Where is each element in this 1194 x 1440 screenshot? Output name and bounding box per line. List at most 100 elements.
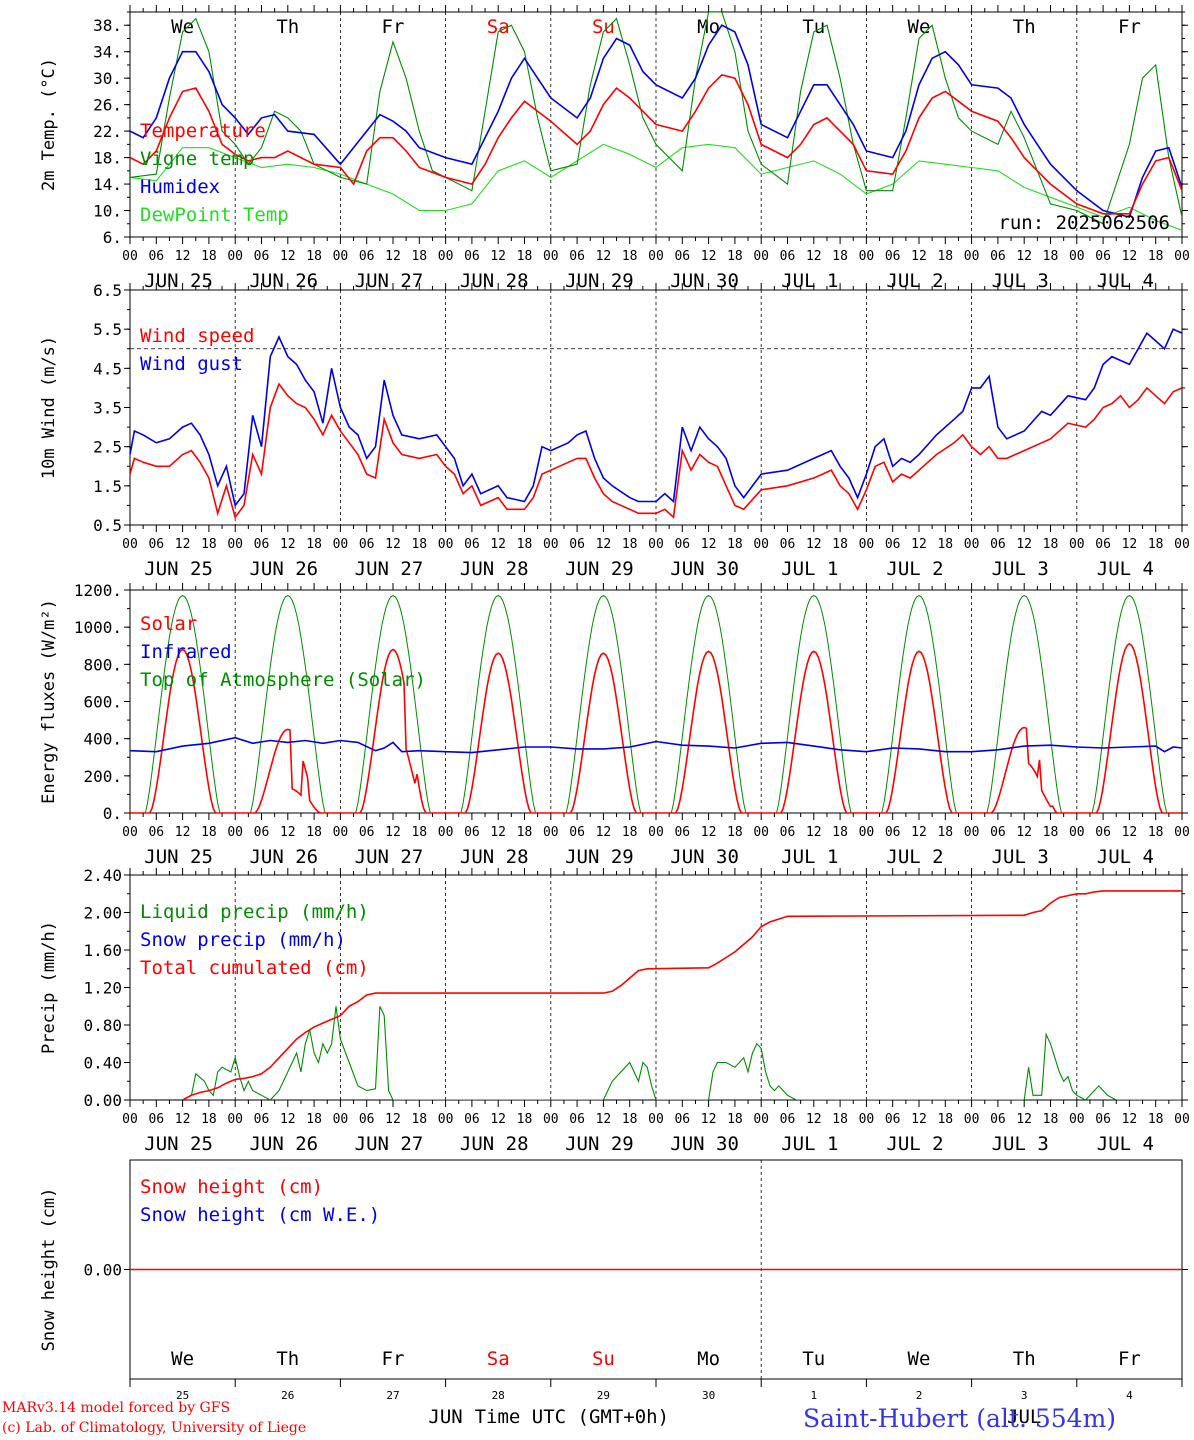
hour-label: 18 [937, 825, 953, 840]
series-temperature [130, 74, 1182, 215]
hour-label: 18 [306, 1112, 322, 1127]
hour-label: 00 [333, 1112, 349, 1127]
date-label: JUN 28 [460, 846, 529, 868]
hour-label: 06 [359, 537, 375, 552]
y-tick-label: 26. [93, 96, 122, 115]
hour-label: 12 [280, 537, 296, 552]
hour-label: 18 [411, 825, 427, 840]
hour-label: 06 [990, 249, 1006, 264]
hour-label: 18 [622, 249, 638, 264]
hour-label: 12 [1122, 1112, 1138, 1127]
y-tick-label: 600. [83, 693, 122, 712]
date-label: JUL 1 [781, 846, 838, 868]
series-total-cumulated-cm [130, 890, 1182, 1100]
date-label: JUN 28 [460, 558, 529, 580]
y-tick-label: 10. [93, 202, 122, 221]
hour-label: 06 [1095, 537, 1111, 552]
date-label: JUL 4 [1097, 846, 1154, 868]
hour-label: 00 [122, 537, 138, 552]
month-label: JUL [1007, 1406, 1041, 1428]
hour-label: 12 [1122, 825, 1138, 840]
hour-label: 12 [806, 825, 822, 840]
hour-label: 12 [701, 249, 717, 264]
hour-label: 06 [1095, 1112, 1111, 1127]
hour-label: 18 [201, 1112, 217, 1127]
plot-area [130, 595, 1182, 813]
y-tick-label: 800. [83, 655, 122, 674]
hour-label: 00 [964, 249, 980, 264]
hour-label: 18 [411, 1112, 427, 1127]
hour-label: 00 [543, 249, 559, 264]
y-tick-label: 400. [83, 730, 122, 749]
hour-label: 06 [148, 825, 164, 840]
hour-label: 12 [175, 1112, 191, 1127]
date-label: JUN 28 [460, 270, 529, 292]
hour-label: 00 [648, 537, 664, 552]
legend-entry: Wind speed [140, 325, 254, 347]
hour-label: 18 [727, 249, 743, 264]
date-label: JUL 1 [781, 558, 838, 580]
series-wind-speed [130, 382, 1182, 519]
solar-line [130, 642, 1182, 813]
hour-label: 00 [227, 825, 243, 840]
date-label: JUL 2 [886, 270, 943, 292]
day-number: 29 [597, 1389, 610, 1402]
hour-label: 18 [832, 1112, 848, 1127]
date-label: JUN 29 [565, 846, 634, 868]
legend-entry: Snow height (cm) [140, 1176, 323, 1198]
date-label: JUL 3 [992, 846, 1049, 868]
hour-label: 12 [175, 537, 191, 552]
hour-label: 06 [569, 249, 585, 264]
weekday-label: Tu [802, 16, 825, 38]
hour-label: 12 [490, 537, 506, 552]
hour-label: 00 [438, 825, 454, 840]
hour-label: 00 [1174, 249, 1190, 264]
hour-label: 12 [385, 1112, 401, 1127]
lab-credit: (c) Lab. of Climatology, University of L… [2, 1420, 307, 1436]
hour-label: 18 [517, 1112, 533, 1127]
legend-entry: Top of Atmosphere (Solar) [140, 669, 426, 691]
hour-label: 12 [1122, 249, 1138, 264]
date-label: JUN 26 [249, 558, 318, 580]
hour-label: 12 [175, 249, 191, 264]
date-label: JUL 3 [992, 270, 1049, 292]
hour-label: 06 [359, 249, 375, 264]
hour-label: 00 [753, 1112, 769, 1127]
hour-label: 18 [937, 537, 953, 552]
date-label: JUN 27 [355, 1133, 424, 1155]
panel-frame [129, 589, 1183, 814]
hour-label: 12 [596, 825, 612, 840]
hour-label: 06 [990, 1112, 1006, 1127]
hour-label: 12 [596, 1112, 612, 1127]
hour-label: 00 [122, 825, 138, 840]
date-label: JUN 25 [144, 846, 213, 868]
y-tick-label: 0.5 [93, 516, 122, 535]
date-label: JUN 29 [565, 1133, 634, 1155]
date-label: JUL 3 [992, 558, 1049, 580]
day-number: 1 [810, 1389, 817, 1402]
weekday-label: We [171, 1348, 194, 1370]
hour-label: 00 [753, 825, 769, 840]
hour-label: 00 [227, 537, 243, 552]
weekday-label: Su [592, 16, 615, 38]
hour-label: 00 [122, 1112, 138, 1127]
hour-label: 06 [254, 1112, 270, 1127]
hour-label: 12 [701, 1112, 717, 1127]
y-tick-label: 1.5 [93, 477, 122, 496]
legend-entry: Snow height (cm W.E.) [140, 1204, 380, 1226]
hour-label: 00 [648, 249, 664, 264]
hour-label: 18 [622, 1112, 638, 1127]
hour-label: 06 [254, 537, 270, 552]
y-tick-label: 14. [93, 175, 122, 194]
y-tick-label: 22. [93, 122, 122, 141]
hour-label: 06 [780, 825, 796, 840]
weekday-label: Th [1013, 16, 1036, 38]
date-label: JUN 26 [249, 846, 318, 868]
date-label: JUN 30 [670, 270, 739, 292]
date-label: JUN 28 [460, 1133, 529, 1155]
weekday-label: Th [1013, 1348, 1036, 1370]
y-tick-label: 1200. [74, 581, 122, 600]
hour-label: 12 [596, 537, 612, 552]
weekday-label: Sa [487, 1348, 510, 1370]
panel-5: 0.00 Snow height (cm) Snow height (cm) Snow… [39, 1159, 1188, 1428]
